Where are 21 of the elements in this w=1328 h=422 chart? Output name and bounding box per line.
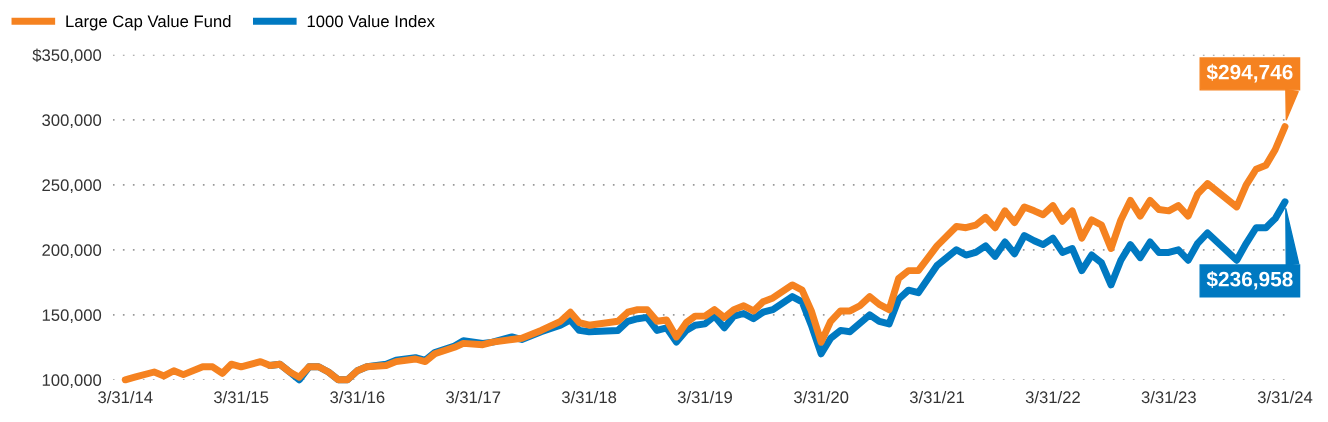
x-tick-label: 3/31/23	[1141, 390, 1196, 404]
annotation: $294,746	[1206, 63, 1293, 83]
x-tick-label: 3/31/17	[446, 390, 501, 404]
y-tick-label: 100,000	[42, 374, 102, 388]
x-tick-label: 3/31/22	[1025, 390, 1080, 404]
y-tick-label: 250,000	[42, 179, 102, 194]
x-tick-label: 3/31/21	[909, 390, 965, 404]
x-tick-label: 3/31/19	[677, 390, 732, 404]
x-tick-label: 3/31/18	[561, 390, 617, 404]
x-tick-label: 3/31/16	[330, 390, 385, 404]
y-tick-label: 200,000	[42, 244, 102, 258]
annotation: $236,958	[1206, 270, 1293, 290]
legend-label: 1000 Value Index	[307, 15, 435, 28]
x-tick-label: 3/31/15	[213, 390, 269, 404]
x-tick-label: 3/31/20	[793, 390, 849, 404]
legend-label: Large Cap Value Fund	[66, 15, 231, 31]
y-tick-label: $350,000	[32, 48, 102, 64]
y-tick-label: 150,000	[42, 309, 102, 323]
x-tick-label: 3/31/24	[1257, 390, 1313, 404]
y-tick-label: 300,000	[42, 114, 102, 129]
x-tick-label: 3/31/14	[98, 390, 153, 404]
